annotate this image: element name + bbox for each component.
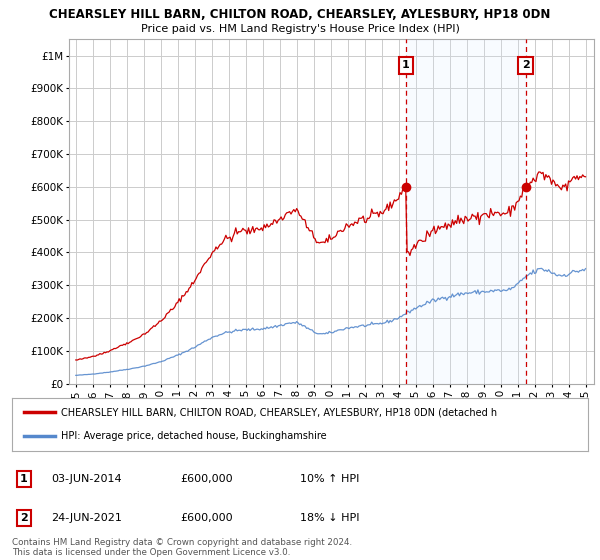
Text: Price paid vs. HM Land Registry's House Price Index (HPI): Price paid vs. HM Land Registry's House … — [140, 24, 460, 34]
Text: £600,000: £600,000 — [180, 474, 233, 484]
Text: Contains HM Land Registry data © Crown copyright and database right 2024.
This d: Contains HM Land Registry data © Crown c… — [12, 538, 352, 557]
Text: 1: 1 — [402, 60, 410, 71]
Bar — [406, 39, 526, 384]
Text: 24-JUN-2021: 24-JUN-2021 — [51, 513, 122, 523]
Text: CHEARSLEY HILL BARN, CHILTON ROAD, CHEARSLEY, AYLESBURY, HP18 0DN: CHEARSLEY HILL BARN, CHILTON ROAD, CHEAR… — [49, 8, 551, 21]
Text: 2: 2 — [522, 60, 530, 71]
Text: 03-JUN-2014: 03-JUN-2014 — [51, 474, 122, 484]
Text: 10% ↑ HPI: 10% ↑ HPI — [300, 474, 359, 484]
Text: 1: 1 — [20, 474, 28, 484]
Text: HPI: Average price, detached house, Buckinghamshire: HPI: Average price, detached house, Buck… — [61, 431, 326, 441]
Text: CHEARSLEY HILL BARN, CHILTON ROAD, CHEARSLEY, AYLESBURY, HP18 0DN (detached h: CHEARSLEY HILL BARN, CHILTON ROAD, CHEAR… — [61, 408, 497, 418]
Text: 2: 2 — [20, 513, 28, 523]
Text: £600,000: £600,000 — [180, 513, 233, 523]
Text: 18% ↓ HPI: 18% ↓ HPI — [300, 513, 359, 523]
